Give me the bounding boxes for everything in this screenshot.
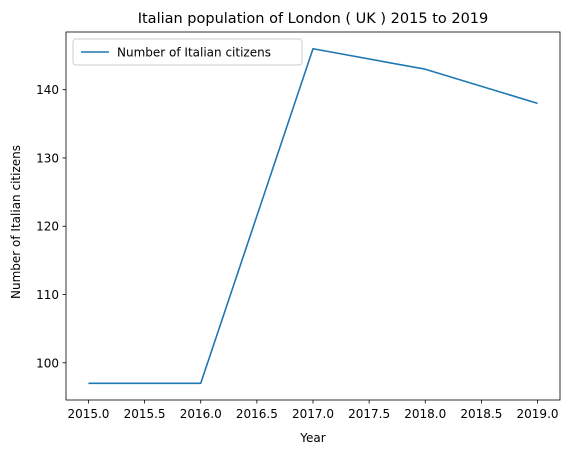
x-tick-label: 2017.0 [292,407,334,421]
x-tick-label: 2015.0 [67,407,109,421]
chart-title: Italian population of London ( UK ) 2015… [138,11,489,27]
y-tick-label: 110 [36,288,59,302]
y-tick-label: 140 [36,83,59,97]
y-tick-label: 120 [36,220,59,234]
legend-box [72,38,303,66]
series-line [88,47,538,385]
x-tick-label: 2016.5 [236,407,278,421]
x-tick-label: 2015.5 [124,407,166,421]
x-axis: 2015.0 2015.5 2016.0 2016.5 2017.0 2017.5 2018… [67,400,559,421]
y-tick-label: 130 [36,151,59,165]
plot-area [65,31,561,401]
x-tick-label: 2018.5 [460,407,502,421]
x-tick-label: 2018.0 [404,407,446,421]
y-axis: 100 110 120 130 140 [36,83,66,370]
legend-label: Number of Italian citizens [117,46,271,60]
legend: Number of Italian citizens [72,38,303,66]
x-tick-label: 2017.5 [348,407,390,421]
x-tick-label: 2016.0 [180,407,222,421]
x-tick-label: 2019.0 [517,407,559,421]
y-tick-label: 100 [36,356,59,370]
y-axis-label: Number of Italian citizens [9,145,23,299]
x-axis-label: Year [299,431,325,445]
